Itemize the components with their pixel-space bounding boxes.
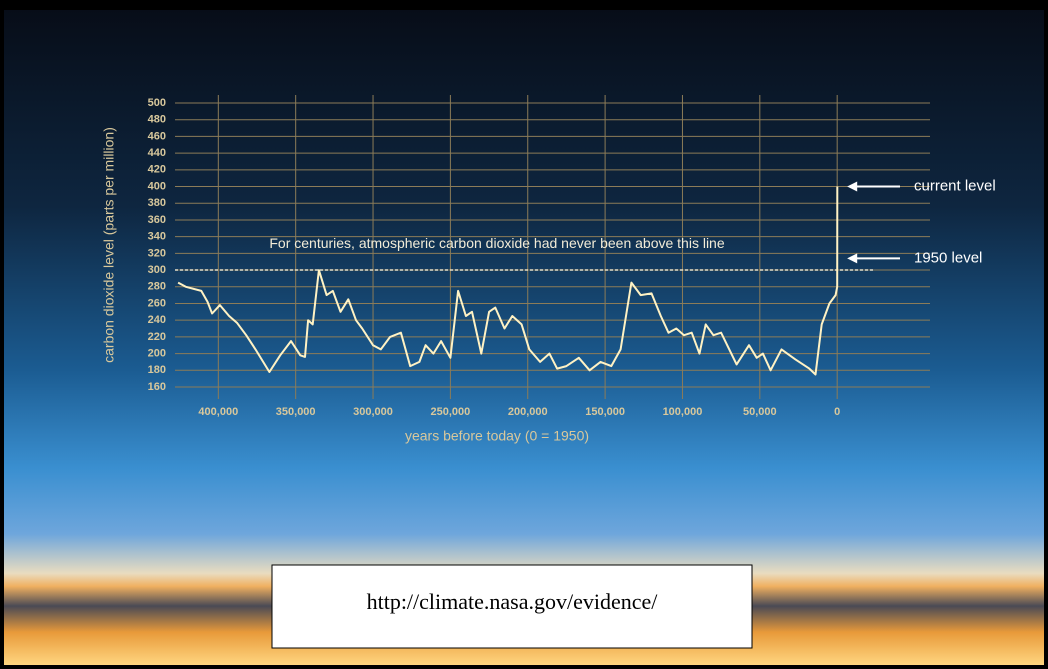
x-tick-label: 200,000: [508, 406, 548, 418]
y-tick-label: 480: [148, 114, 166, 126]
annotation-label: current level: [914, 177, 996, 194]
y-tick-label: 160: [148, 381, 166, 393]
y-tick-label: 220: [148, 331, 166, 343]
x-tick-label: 100,000: [663, 406, 703, 418]
x-tick-label: 250,000: [431, 406, 471, 418]
y-tick-label: 180: [148, 364, 166, 376]
x-axis-label: years before today (0 = 1950): [405, 428, 589, 444]
y-tick-label: 200: [148, 347, 166, 359]
y-tick-label: 280: [148, 281, 166, 293]
y-tick-label: 300: [148, 264, 166, 276]
y-tick-label: 500: [148, 97, 166, 109]
y-tick-label: 340: [148, 231, 166, 243]
chart: 160 180 200 220 240 260 280 300 320 340 360 380 400 4…: [0, 0, 1048, 669]
x-tick-label: 150,000: [585, 406, 625, 418]
threshold-label: For centuries, atmospheric carbon dioxid…: [269, 235, 724, 251]
y-tick-label: 360: [148, 214, 166, 226]
source-url: http://climate.nasa.gov/evidence/: [367, 589, 659, 614]
x-tick-label: 0: [834, 406, 840, 418]
x-tick-label: 50,000: [743, 406, 777, 418]
annotation-label: 1950 level: [914, 249, 982, 266]
y-tick-label: 440: [148, 147, 166, 159]
page: 160 180 200 220 240 260 280 300 320 340 360 380 400 4…: [0, 0, 1048, 669]
y-tick-label: 320: [148, 247, 166, 259]
y-axis-label: carbon dioxide level (parts per million): [101, 127, 117, 363]
x-tick-label: 350,000: [276, 406, 316, 418]
x-tick-label: 300,000: [353, 406, 393, 418]
y-tick-label: 460: [148, 130, 166, 142]
y-tick-label: 400: [148, 180, 166, 192]
x-tick-label: 400,000: [198, 406, 238, 418]
y-tick-label: 380: [148, 197, 166, 209]
y-tick-label: 240: [148, 314, 166, 326]
y-tick-label: 420: [148, 164, 166, 176]
y-tick-label: 260: [148, 297, 166, 309]
